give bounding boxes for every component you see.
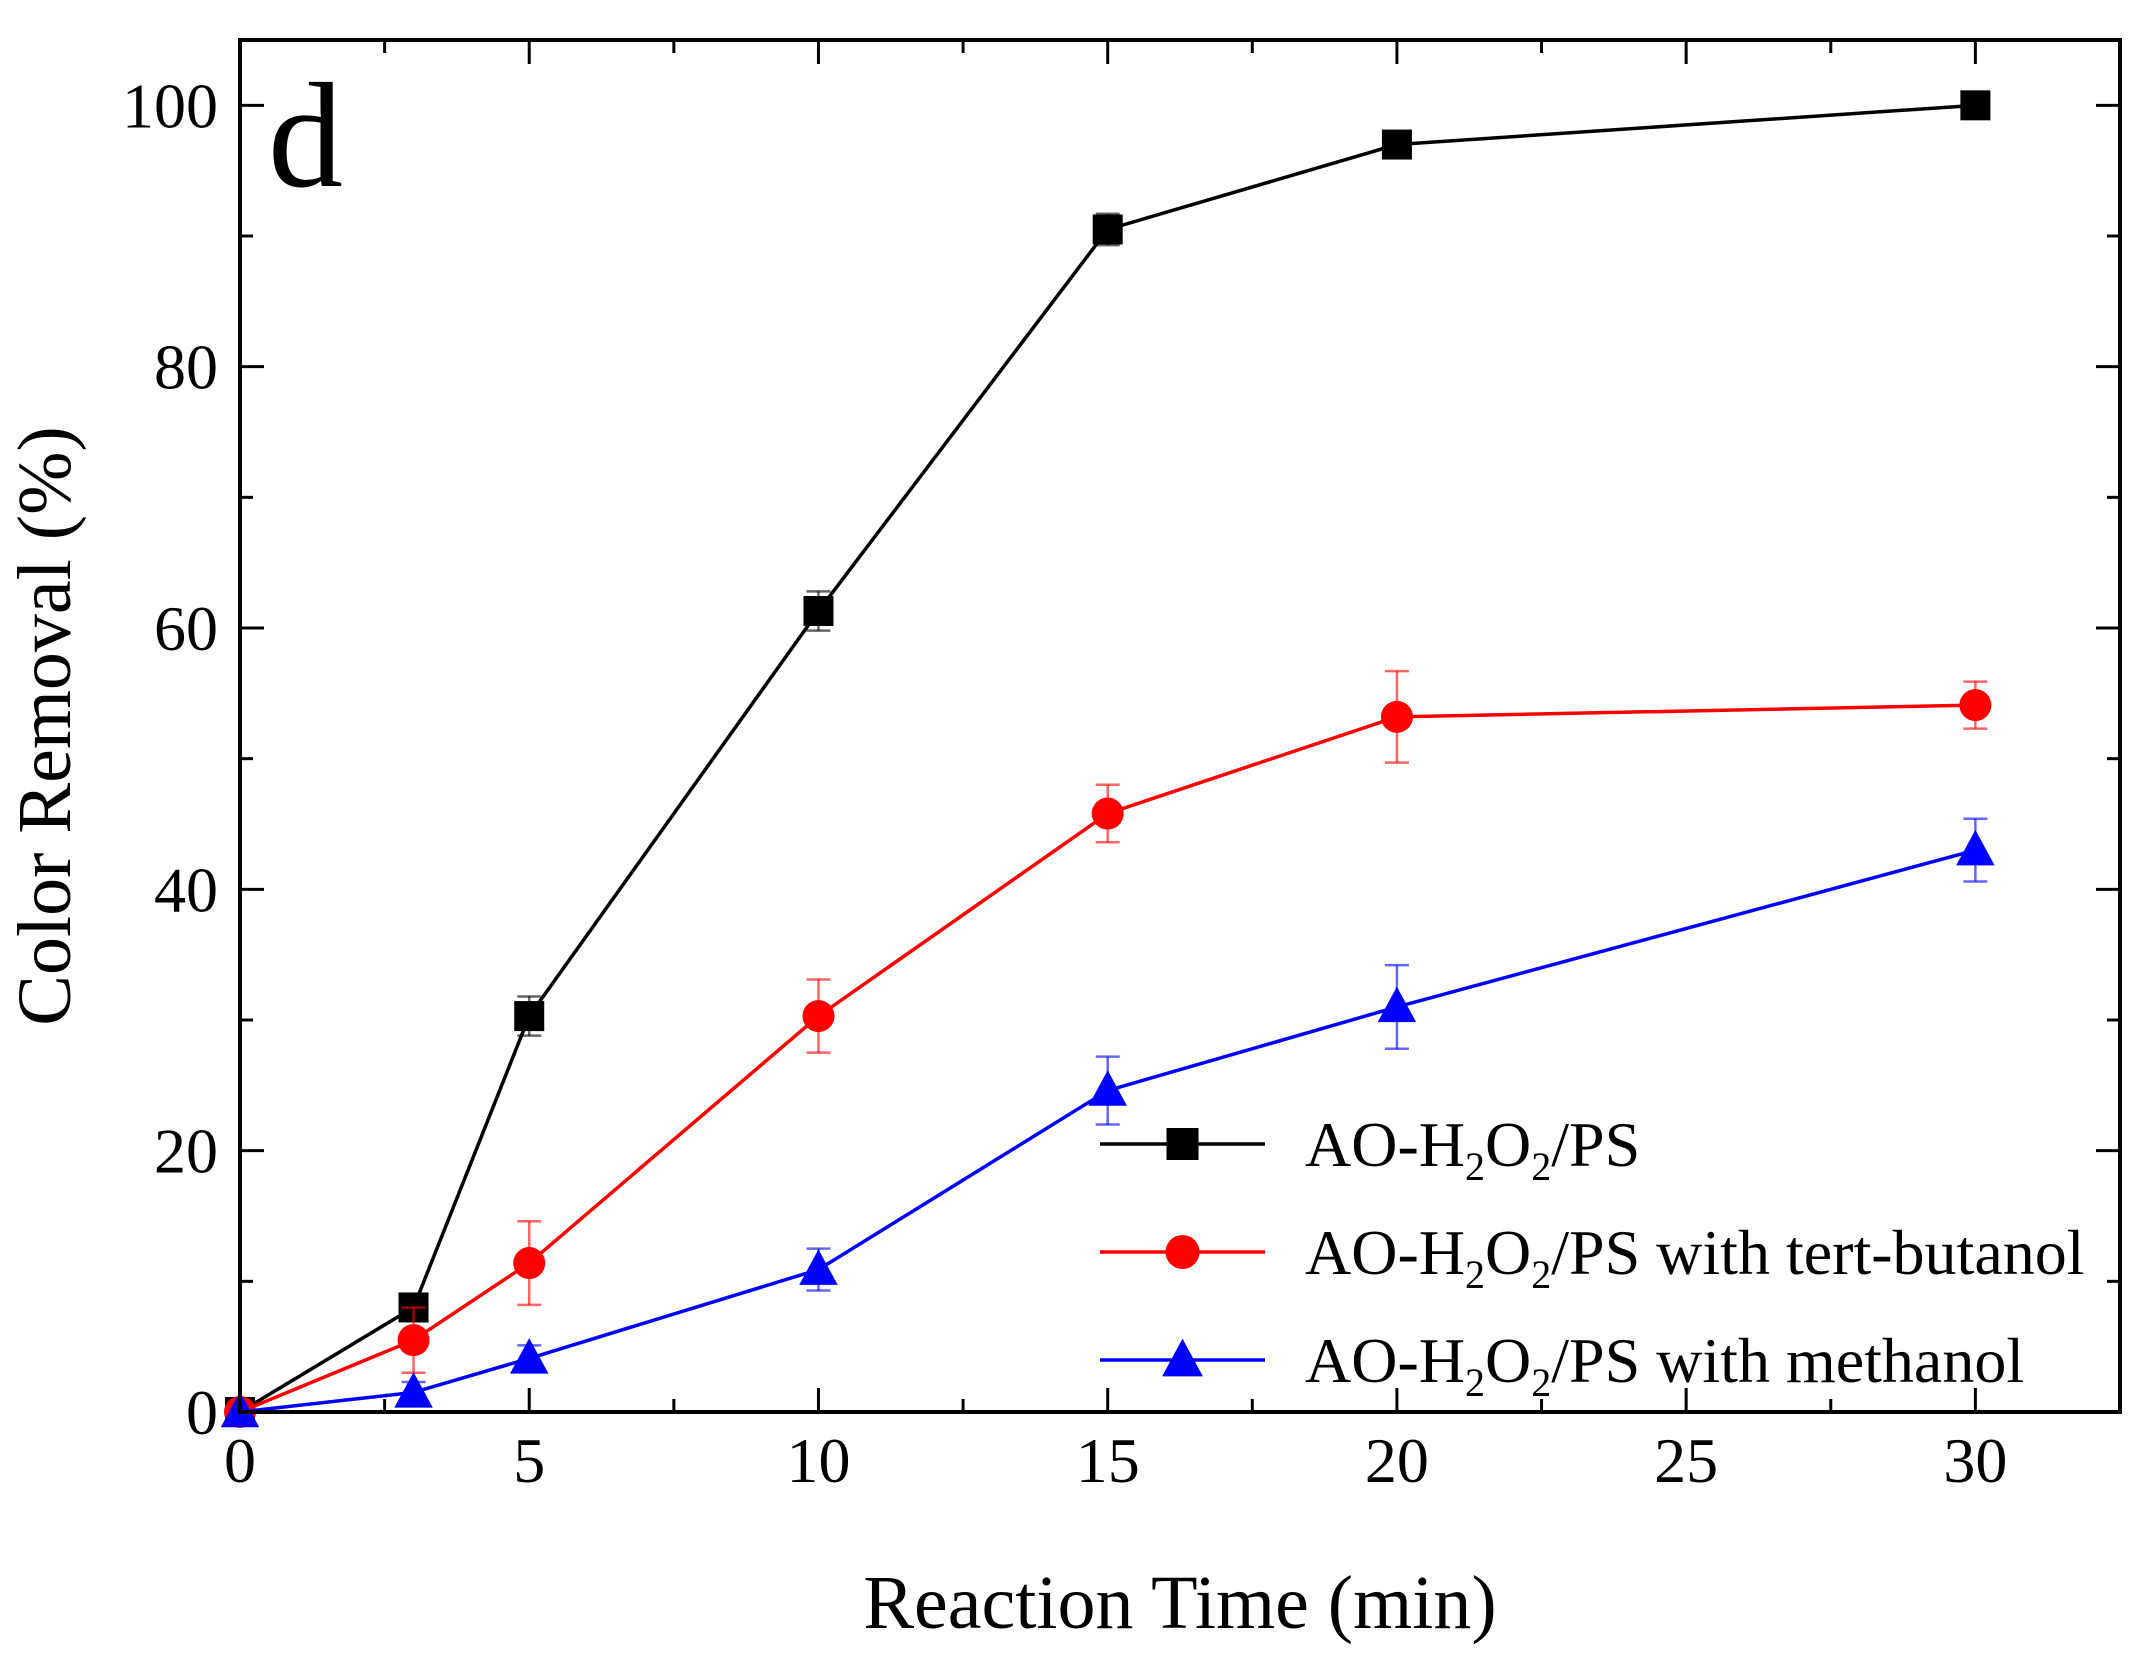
- data-point: [802, 1000, 835, 1033]
- legend-item-1: AO-H2O2/PS: [1100, 1109, 1640, 1189]
- x-tick-label: 25: [1654, 1425, 1718, 1496]
- data-point: [1088, 1070, 1127, 1106]
- legend-text-part: O: [1485, 1109, 1531, 1180]
- y-tick-label: 80: [154, 332, 218, 403]
- series-3: [220, 817, 1995, 1428]
- x-tick-label: 5: [513, 1425, 545, 1496]
- legend-label: AO-H2O2/PS: [1305, 1109, 1640, 1189]
- data-point: [1377, 986, 1417, 1023]
- legend-text-part: AO-H: [1305, 1109, 1465, 1180]
- data-point: [803, 596, 834, 627]
- legend-subscript: 2: [1531, 1360, 1551, 1405]
- legend-subscript: 2: [1465, 1360, 1485, 1405]
- legend-subscript: 2: [1531, 1252, 1551, 1297]
- legend-text-part: O: [1485, 1325, 1531, 1396]
- y-tick-label: 100: [122, 70, 218, 141]
- tick-labels: 0 5 10 15 20 25 30 0 20 40 60 80 100: [122, 70, 2007, 1496]
- y-tick-label: 60: [154, 593, 218, 664]
- legend-text-part: AO-H: [1305, 1325, 1465, 1396]
- data-point: [394, 1372, 433, 1408]
- y-tick-label: 0: [186, 1377, 218, 1448]
- panel-label: d: [268, 53, 343, 219]
- data-point: [1959, 689, 1992, 722]
- legend-text-part: O: [1485, 1217, 1531, 1288]
- x-tick-label: 0: [224, 1425, 256, 1496]
- x-tick-label: 15: [1076, 1425, 1140, 1496]
- y-axis-title: Color Removal (%): [3, 426, 87, 1025]
- y-tick-label: 20: [154, 1116, 218, 1187]
- axis-ticks: [238, 40, 2122, 1414]
- data-point: [514, 1001, 545, 1032]
- data-point: [513, 1247, 546, 1280]
- x-tick-label: 10: [786, 1425, 850, 1496]
- legend-text-part: /PS with methanol: [1551, 1325, 2024, 1396]
- x-tick-label: 30: [1943, 1425, 2007, 1496]
- legend-marker: [1166, 1128, 1199, 1160]
- legend-text-part: /PS with tert-butanol: [1551, 1217, 2084, 1288]
- legend-subscript: 2: [1531, 1144, 1551, 1189]
- legend-marker: [1162, 1338, 1203, 1377]
- data-point: [509, 1338, 549, 1374]
- data-point: [1960, 90, 1991, 121]
- legend-label: AO-H2O2/PS with tert-butanol: [1305, 1217, 2085, 1297]
- data-point: [1381, 129, 1412, 160]
- data-point: [1956, 829, 1995, 866]
- legend-subscript: 2: [1465, 1144, 1485, 1189]
- plot-frame: [238, 38, 2122, 1414]
- data-point: [397, 1324, 430, 1357]
- data-point: [1380, 700, 1413, 733]
- legend-label: AO-H2O2/PS with methanol: [1305, 1325, 2024, 1405]
- legend-item-3: AO-H2O2/PS with methanol: [1100, 1325, 2024, 1405]
- x-axis-title: Reaction Time (min): [863, 1561, 1496, 1645]
- legend-item-2: AO-H2O2/PS with tert-butanol: [1100, 1217, 2085, 1297]
- legend-text-part: /PS: [1551, 1109, 1640, 1180]
- x-tick-label: 20: [1365, 1425, 1429, 1496]
- data-point: [1091, 797, 1124, 830]
- data-point: [799, 1249, 838, 1285]
- legend-marker: [1165, 1235, 1200, 1269]
- legend-text-part: AO-H: [1305, 1217, 1465, 1288]
- data-point: [1092, 214, 1123, 245]
- plot-marks: [220, 90, 1995, 1428]
- y-tick-label: 40: [154, 854, 218, 925]
- legend-subscript: 2: [1465, 1252, 1485, 1297]
